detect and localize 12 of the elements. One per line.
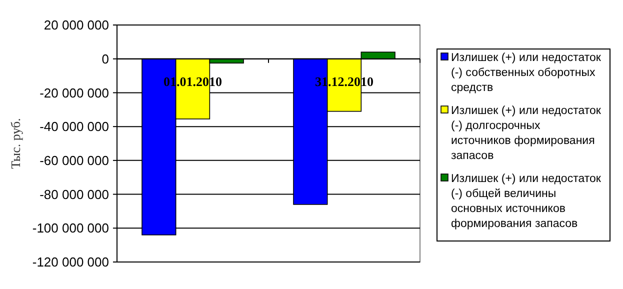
y-tick-label: -20 000 000: [40, 85, 109, 100]
y-tick-label: 20 000 000: [44, 18, 109, 33]
legend-label: Излишек (+) или недостаток (-) собственных оборотных средств: [451, 52, 602, 94]
legend-label: Излишек (+) или недостаток (-) долгосрочных источников формирования запасов: [451, 105, 602, 162]
y-tick-label: -60 000 000: [40, 152, 109, 168]
y-tick-label: -80 000 000: [40, 186, 109, 202]
y-tick-label: -120 000 000: [32, 254, 109, 270]
y-axis-title: Тыс. руб.: [8, 118, 23, 169]
y-tick-label: -100 000 000: [32, 220, 109, 236]
y-tick-label: -40 000 000: [40, 119, 109, 134]
legend-label: Излишек (+) или недостаток (-) общей величины основных источников формирования запасов: [451, 173, 602, 230]
y-tick-label: 0: [102, 51, 109, 66]
